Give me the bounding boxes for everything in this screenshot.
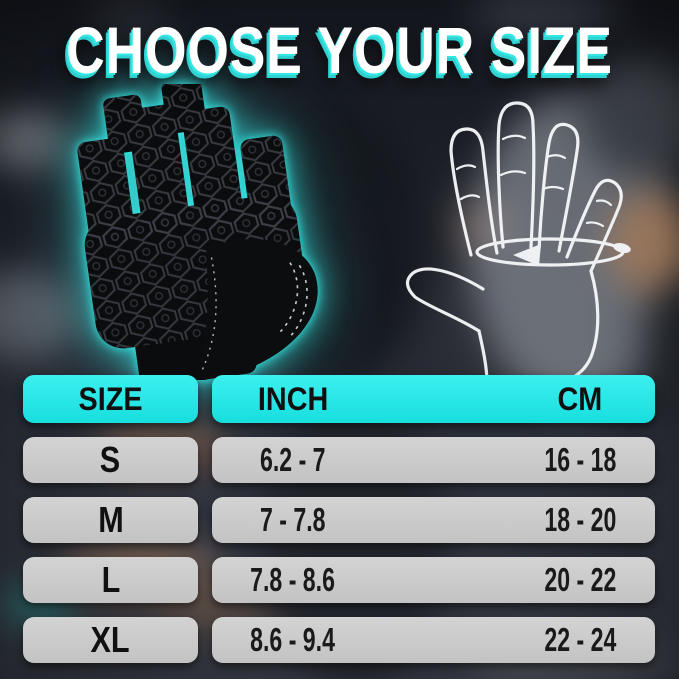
measure-cell: 7 - 7.8 18 - 20 (212, 497, 655, 543)
hand-measure-diagram (405, 101, 631, 383)
glove-image (77, 84, 318, 380)
measure-arrowhead (513, 244, 541, 266)
page-title-text: CHOOSE YOUR SIZE (66, 13, 613, 87)
measure-cell: 8.6 - 9.4 22 - 24 (212, 617, 655, 663)
header-cell-measurements: INCH CM (212, 375, 655, 423)
size-row-xl: XL 8.6 - 9.4 22 - 24 (23, 617, 655, 663)
size-row-m: M 7 - 7.8 18 - 20 (23, 497, 655, 543)
header-cell-size: SIZE (23, 375, 198, 423)
size-cell: XL (23, 617, 198, 663)
inch-value: 8.6 - 9.4 (250, 621, 336, 658)
page-title: CHOOSE YOUR SIZE (0, 12, 679, 88)
size-table-header: SIZE INCH CM (23, 375, 655, 423)
size-table: SIZE INCH CM S 6.2 - 7 16 - 18 M (23, 375, 655, 663)
inch-value: 7.8 - 8.6 (250, 561, 336, 598)
cm-value: 18 - 20 (544, 501, 616, 538)
measure-cell: 6.2 - 7 16 - 18 (212, 437, 655, 483)
header-cell-inch: INCH (257, 380, 329, 417)
size-row-l: L 7.8 - 8.6 20 - 22 (23, 557, 655, 603)
measure-cell: 7.8 - 8.6 20 - 22 (212, 557, 655, 603)
inch-value: 7 - 7.8 (260, 501, 326, 538)
inch-value: 6.2 - 7 (260, 441, 326, 478)
size-cell: S (23, 437, 198, 483)
cm-value: 16 - 18 (544, 441, 616, 478)
size-cell: L (23, 557, 198, 603)
cm-value: 20 - 22 (544, 561, 616, 598)
header-cell-cm: CM (557, 380, 603, 417)
cm-value: 22 - 24 (544, 621, 616, 658)
size-row-s: S 6.2 - 7 16 - 18 (23, 437, 655, 483)
size-cell: M (23, 497, 198, 543)
